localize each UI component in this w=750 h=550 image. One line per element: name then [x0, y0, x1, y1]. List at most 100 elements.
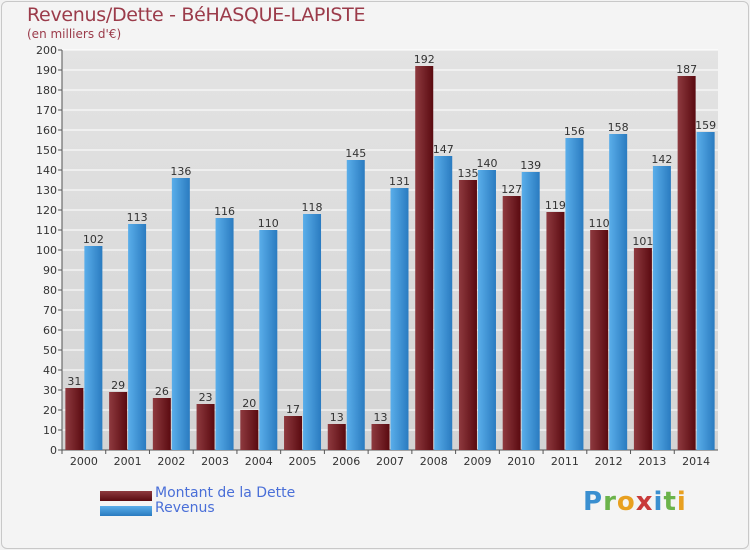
x-tick-label: 2004: [245, 455, 273, 468]
legend-swatch-revenue: [100, 506, 152, 516]
chart-title: Revenus/Dette - BéHASQUE-LAPISTE: [27, 4, 366, 26]
bar-revenue: [434, 156, 453, 450]
x-tick-label: 2005: [289, 455, 317, 468]
bar-revenue: [259, 230, 278, 450]
data-label-revenue: 147: [433, 143, 454, 156]
y-tick-label: 170: [36, 104, 57, 117]
data-label-revenue: 118: [302, 201, 323, 214]
x-tick-label: 2011: [551, 455, 579, 468]
x-tick-label: 2006: [332, 455, 360, 468]
bar-debt: [284, 416, 303, 450]
x-tick-label: 2008: [420, 455, 448, 468]
bar-debt: [152, 398, 171, 450]
bar-debt: [458, 180, 477, 450]
data-label-debt: 192: [414, 53, 435, 66]
x-tick-label: 2014: [682, 455, 710, 468]
y-tick-label: 10: [43, 424, 57, 437]
data-label-debt: 135: [457, 167, 478, 180]
data-label-debt: 17: [286, 403, 300, 416]
data-label-revenue: 136: [170, 165, 191, 178]
y-tick-label: 180: [36, 84, 57, 97]
x-tick-label: 2001: [114, 455, 142, 468]
y-tick-label: 60: [43, 324, 57, 337]
bar-debt: [327, 424, 346, 450]
x-tick-label: 2000: [70, 455, 98, 468]
proxiti-logo: Proxiti: [583, 487, 687, 517]
x-tick-label: 2003: [201, 455, 229, 468]
bar-revenue: [128, 224, 147, 450]
legend-swatch-debt: [100, 491, 152, 501]
data-label-debt: 13: [330, 411, 344, 424]
bar-revenue: [171, 178, 190, 450]
bar-debt: [502, 196, 521, 450]
data-label-debt: 23: [199, 391, 213, 404]
y-tick-label: 80: [43, 284, 57, 297]
x-tick-label: 2013: [638, 455, 666, 468]
y-tick-label: 70: [43, 304, 57, 317]
bar-revenue: [652, 166, 671, 450]
data-label-revenue: 116: [214, 205, 235, 218]
data-label-revenue: 142: [651, 153, 672, 166]
data-label-debt: 29: [111, 379, 125, 392]
bar-debt: [633, 248, 652, 450]
bar-revenue: [609, 134, 628, 450]
bar-revenue: [215, 218, 234, 450]
y-tick-label: 160: [36, 124, 57, 137]
chart-subtitle: (en milliers d'€): [27, 27, 122, 41]
y-tick-label: 40: [43, 364, 57, 377]
data-label-debt: 110: [589, 217, 610, 230]
bar-debt: [196, 404, 215, 450]
bar-revenue: [390, 188, 409, 450]
y-tick-label: 110: [36, 224, 57, 237]
data-label-revenue: 110: [258, 217, 279, 230]
legend-label-revenue: Revenus: [155, 500, 215, 516]
bar-debt: [546, 212, 565, 450]
y-tick-label: 50: [43, 344, 57, 357]
bar-revenue: [696, 132, 715, 450]
y-tick-label: 30: [43, 384, 57, 397]
data-label-debt: 127: [501, 183, 522, 196]
bar-revenue: [346, 160, 365, 450]
data-label-revenue: 145: [345, 147, 366, 160]
bar-debt: [415, 66, 434, 450]
data-label-revenue: 156: [564, 125, 585, 138]
y-tick-label: 90: [43, 264, 57, 277]
data-label-debt: 187: [676, 63, 697, 76]
bar-revenue: [303, 214, 322, 450]
bar-revenue: [521, 172, 540, 450]
y-tick-label: 130: [36, 184, 57, 197]
bar-debt: [109, 392, 128, 450]
x-tick-label: 2009: [463, 455, 491, 468]
y-tick-label: 200: [36, 44, 57, 57]
data-label-debt: 20: [242, 397, 256, 410]
data-label-revenue: 140: [476, 157, 497, 170]
data-label-revenue: 131: [389, 175, 410, 188]
y-tick-label: 100: [36, 244, 57, 257]
bar-revenue: [565, 138, 584, 450]
data-label-revenue: 139: [520, 159, 541, 172]
bar-debt: [65, 388, 84, 450]
y-tick-label: 120: [36, 204, 57, 217]
data-label-debt: 26: [155, 385, 169, 398]
x-tick-label: 2007: [376, 455, 404, 468]
data-label-debt: 119: [545, 199, 566, 212]
bar-debt: [240, 410, 259, 450]
bar-revenue: [477, 170, 496, 450]
data-label-debt: 101: [632, 235, 653, 248]
bar-debt: [371, 424, 390, 450]
data-label-revenue: 113: [127, 211, 148, 224]
bar-debt: [677, 76, 696, 450]
data-label-revenue: 102: [83, 233, 104, 246]
data-label-revenue: 159: [695, 119, 716, 132]
y-tick-label: 190: [36, 64, 57, 77]
bar-revenue: [84, 246, 103, 450]
y-tick-label: 20: [43, 404, 57, 417]
x-tick-label: 2010: [507, 455, 535, 468]
legend-label-debt: Montant de la Dette: [155, 485, 296, 501]
data-label-debt: 31: [67, 375, 81, 388]
y-tick-label: 150: [36, 144, 57, 157]
data-label-revenue: 158: [608, 121, 629, 134]
y-tick-label: 0: [50, 444, 57, 457]
x-tick-label: 2012: [595, 455, 623, 468]
